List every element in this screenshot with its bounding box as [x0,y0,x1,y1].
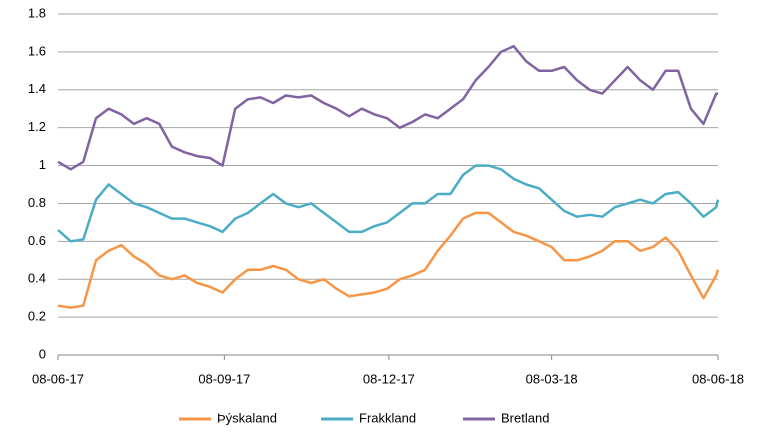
y-tick-label: 0.4 [28,271,46,286]
x-tick-label: 08-09-17 [198,371,250,386]
y-tick-label: 1.8 [28,5,46,20]
y-tick-label: 1 [39,157,46,172]
legend-label: Frakkland [359,410,416,425]
y-tick-label: 0 [39,346,46,361]
data-line [57,211,720,309]
y-tick-label: 1.2 [28,119,46,134]
x-tick-label: 08-12-17 [363,371,415,386]
y-tick-label: 1.4 [28,81,46,96]
legend-label: Bretland [501,410,549,425]
data-line [57,44,718,171]
y-tick-label: 0.2 [28,309,46,324]
y-tick-label: 1.6 [28,43,46,58]
y-tick-label: 0.8 [28,195,46,210]
x-tick-label: 08-06-17 [32,371,84,386]
x-tick-label: 08-03-18 [526,371,578,386]
x-tick-label: 08-06-18 [692,371,744,386]
y-tick-label: 0.6 [28,233,46,248]
legend-label: Þýskaland [217,410,277,425]
data-line [57,164,720,243]
